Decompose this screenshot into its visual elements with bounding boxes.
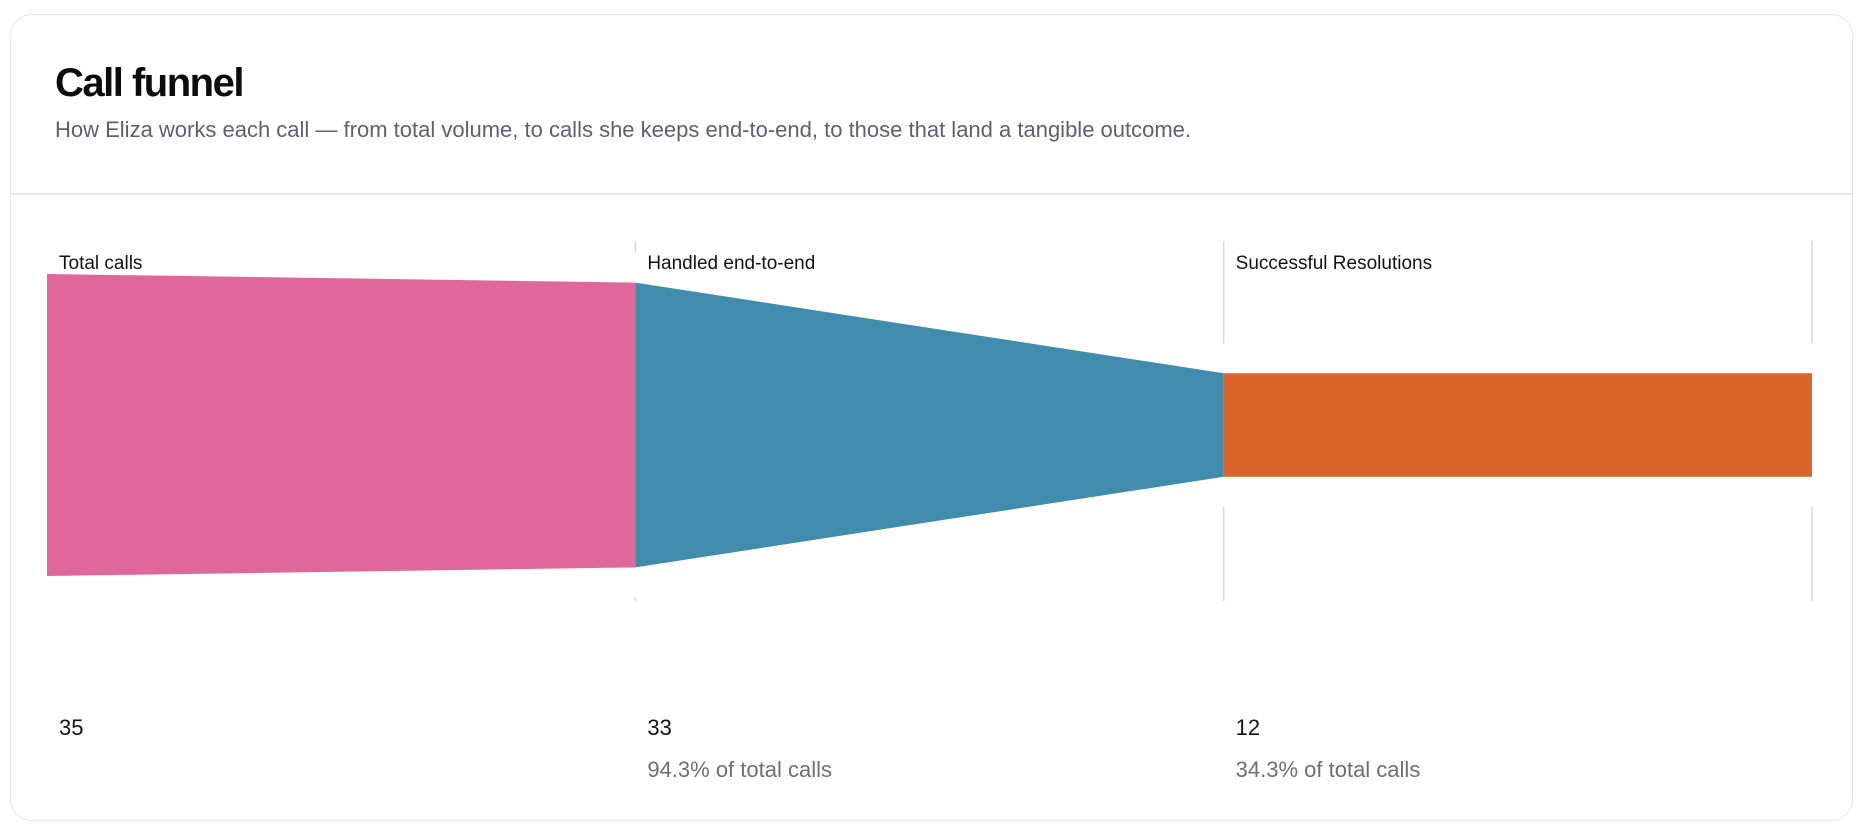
header-divider [11,193,1852,195]
stage-value-resolutions: 12 [1235,715,1261,740]
card-header: Call funnel How Eliza works each call — … [11,15,1852,193]
funnel-segment-3 [1223,373,1812,477]
stage-value-handled: 33 [647,715,672,740]
card-title: Call funnel [55,61,244,105]
stage-label-handled: Handled end-to-end [647,253,816,274]
stage-pct-resolutions: 34.3% of total calls [1235,757,1421,782]
funnel-segment-1 [47,274,636,576]
funnel-svg [47,241,1813,601]
funnel-chart: Total calls Handled end-to-end Successfu… [11,195,1852,820]
funnel-segment-2 [635,282,1224,568]
stage-label-resolutions: Successful Resolutions [1235,253,1433,274]
stage-value-total-calls: 35 [59,715,84,740]
stage-pct-handled: 94.3% of total calls [647,757,832,782]
call-funnel-card: Call funnel How Eliza works each call — … [10,14,1853,821]
card-subtitle: How Eliza works each call — from total v… [55,117,1192,142]
stage-label-total-calls: Total calls [59,253,143,274]
